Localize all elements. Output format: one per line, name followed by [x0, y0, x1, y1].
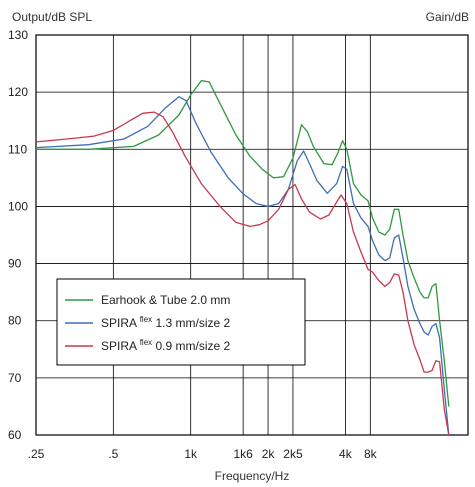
y-axis-label-left: Output/dB SPL: [12, 10, 92, 24]
x-tick-label: 8k: [364, 447, 378, 461]
legend: Earhook & Tube 2.0 mm SPIRA flex 1.3 mm/s…: [56, 278, 306, 366]
grid: [35, 34, 468, 436]
y-tick-labels: 60 70 80 90 100 110 120 130: [8, 28, 28, 442]
y-tick-label: 90: [8, 257, 22, 271]
legend-entry: SPIRA flex 0.9 mm/size 2: [101, 338, 230, 353]
y-axis-label-right: Gain/dB: [426, 10, 469, 24]
x-tick-label: 2k: [262, 447, 276, 461]
x-tick-label: 2k5: [283, 447, 303, 461]
series-line-3: [35, 111, 450, 436]
y-tick-label: 60: [8, 428, 22, 442]
y-tick-label: 80: [8, 314, 22, 328]
y-tick-label: 120: [8, 85, 28, 99]
series-line-2: [35, 96, 450, 436]
x-axis-label: Frequency/Hz: [215, 469, 290, 483]
series-line-1: [36, 80, 450, 407]
x-tick-label: 4k: [339, 447, 353, 461]
x-tick-label: 1k6: [233, 447, 253, 461]
y-tick-label: 100: [8, 199, 28, 213]
series-lines: [35, 80, 450, 436]
legend-box: [56, 278, 306, 366]
x-tick-label: .25: [28, 447, 45, 461]
plot-frame: [35, 34, 469, 436]
y-tick-label: 70: [8, 371, 22, 385]
legend-entry: Earhook & Tube 2.0 mm: [101, 293, 230, 307]
x-tick-label: 1k: [184, 447, 198, 461]
y-tick-label: 110: [8, 142, 27, 156]
y-tick-label: 130: [8, 28, 28, 42]
x-tick-label: .5: [108, 447, 118, 461]
x-tick-labels: .25 .5 1k 1k6 2k 2k5 4k 8k: [28, 447, 378, 461]
legend-entry: SPIRA flex 1.3 mm/size 2: [101, 315, 230, 330]
